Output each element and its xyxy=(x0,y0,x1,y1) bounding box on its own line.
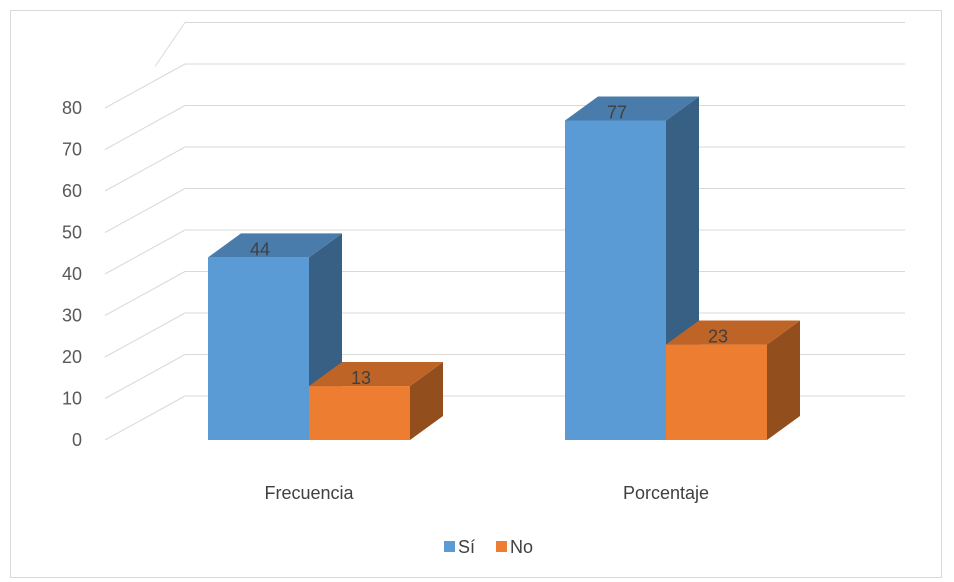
bar-top xyxy=(208,233,342,258)
x-category-label: Frecuencia xyxy=(264,483,354,503)
data-label: 44 xyxy=(250,239,270,259)
chart-frame xyxy=(10,10,942,578)
bar-No-Frecuencia xyxy=(309,362,443,440)
y-tick-label: 20 xyxy=(62,347,82,367)
legend-label: No xyxy=(510,537,533,557)
data-label: 13 xyxy=(351,368,371,388)
y-tick-label: 30 xyxy=(62,306,82,326)
y-tick-label: 50 xyxy=(62,223,82,243)
gridline-diagonal xyxy=(104,312,186,358)
y-tick-label: 80 xyxy=(62,98,82,118)
legend-label: Sí xyxy=(458,537,475,557)
y-tick-label: 10 xyxy=(62,389,82,409)
bar-top xyxy=(666,320,800,345)
gridline-diagonal xyxy=(104,63,186,109)
bar-front xyxy=(565,120,666,440)
grid-layer xyxy=(104,22,905,441)
y-tick-label: 0 xyxy=(72,430,82,450)
data-labels: 44 13 77 23 xyxy=(250,102,728,388)
gridline-diagonal xyxy=(104,229,186,275)
y-tick-label: 40 xyxy=(62,264,82,284)
bar-top xyxy=(309,362,443,387)
legend-swatch xyxy=(496,541,507,552)
gridline-diagonal xyxy=(104,105,186,150)
bar-front xyxy=(208,257,309,440)
x-category-label: Porcentaje xyxy=(623,483,709,503)
legend-swatch xyxy=(444,541,455,552)
bar-side xyxy=(767,320,800,440)
bar-front xyxy=(666,344,767,440)
bar-top xyxy=(565,96,699,121)
y-tick-label: 70 xyxy=(62,140,82,160)
bar-side xyxy=(410,362,443,440)
y-tick-label: 60 xyxy=(62,181,82,201)
bar-front xyxy=(309,386,410,440)
gridline-diagonal xyxy=(154,22,186,67)
legend: Sí No xyxy=(444,537,533,557)
gridline-diagonal xyxy=(104,188,186,233)
gridline-diagonal xyxy=(104,395,186,441)
data-label: 77 xyxy=(607,102,627,122)
bar-No-Porcentaje xyxy=(666,320,800,440)
y-axis-ticks: 0 10 20 30 40 50 60 70 80 xyxy=(62,98,82,450)
legend-item: No xyxy=(496,537,533,557)
gridline-diagonal xyxy=(104,146,186,192)
data-label: 23 xyxy=(708,327,728,347)
gridline-diagonal xyxy=(104,271,186,316)
bars xyxy=(208,96,800,440)
legend-item: Sí xyxy=(444,537,475,557)
gridline-diagonal xyxy=(104,354,186,399)
x-axis-categories: Frecuencia Porcentaje xyxy=(264,483,709,503)
